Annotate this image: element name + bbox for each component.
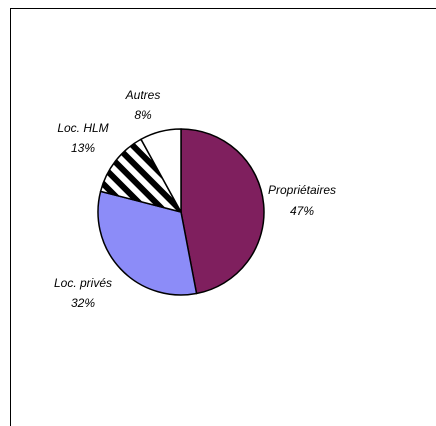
slice-value-loc-prives: 32% [71, 296, 95, 310]
pie-slice-propri-taires [180, 128, 265, 295]
slice-label-loc-hlm: Loc. HLM [57, 121, 108, 135]
plot-frame [10, 8, 436, 426]
slice-label-autres: Autres [125, 88, 161, 102]
pie-slice-autres [140, 128, 182, 213]
slice-label-loc-prives: Loc. privés [54, 276, 112, 290]
slice-label-proprietaires: Propriétaires [268, 183, 336, 197]
slice-value-autres: 8% [134, 108, 152, 122]
slice-value-loc-hlm: 13% [71, 141, 95, 155]
pie-slice-loc-priv-s [97, 190, 198, 296]
pie-slice-loc-hlm [99, 138, 182, 213]
slice-value-proprietaires: 47% [290, 204, 314, 218]
